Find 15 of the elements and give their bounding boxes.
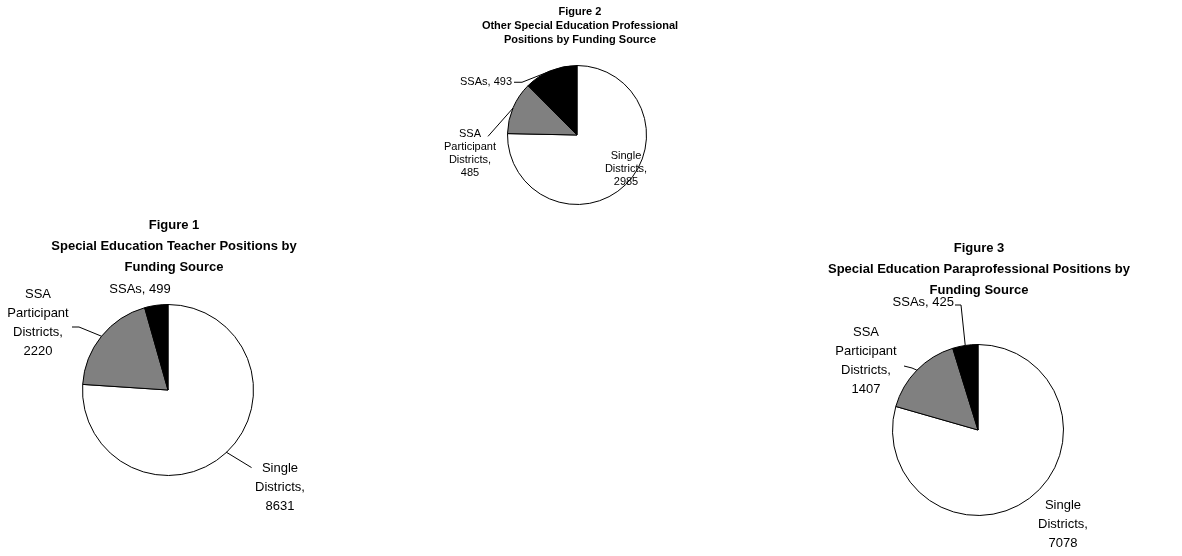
slice-label: SSA Participant Districts, 1407 (835, 324, 898, 397)
slice-label: SSA Participant Districts, 485 (444, 126, 496, 178)
slice-label: Single Districts, 2985 (604, 148, 648, 187)
slice-label: Single Districts, 7078 (1038, 497, 1088, 551)
chart-subtitle: Special Education Paraprofessional Positions by Funding Source (827, 260, 1131, 297)
slice-label: SSAs, 499 (109, 281, 171, 297)
chart-title: Figure 2 (557, 4, 603, 18)
chart-title: Figure 3 (952, 239, 1006, 257)
chart-title: Figure 1 (147, 216, 201, 234)
chart-subtitle: Other Special Education Professional Positions by Funding Source (480, 18, 680, 46)
chart-subtitle: Special Education Teacher Positions by Funding Source (50, 237, 298, 276)
slice-label: SSAs, 493 (460, 74, 513, 87)
slice-label: Single Districts, 8631 (255, 460, 305, 514)
slice-label: SSAs, 425 (892, 294, 955, 310)
slice-label: SSA Participant Districts, 2220 (7, 286, 70, 359)
